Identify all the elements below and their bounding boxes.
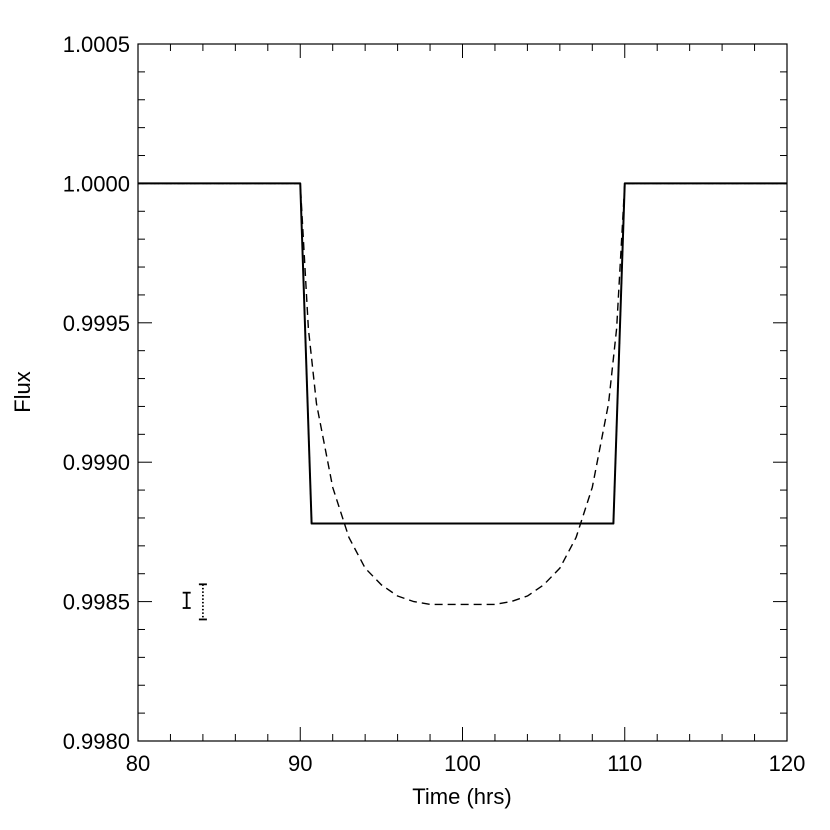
data-series: [138, 182, 787, 606]
error-bar-dotted: [198, 583, 207, 621]
axis-ticks: [137, 43, 788, 742]
x-tick-label: 90: [288, 751, 312, 776]
plot-frame: [137, 43, 788, 742]
error-bars: [182, 583, 207, 621]
y-axis-label: Flux: [10, 371, 35, 413]
series-line-dotted: [138, 182, 787, 525]
x-tick-label: 120: [769, 751, 806, 776]
y-tick-label: 1.0000: [63, 171, 130, 196]
x-tick-label: 110: [607, 751, 642, 776]
series-line-solid: [138, 182, 787, 525]
y-tick-label: 0.9985: [63, 590, 130, 615]
error-bar-solid: [182, 591, 191, 609]
x-axis-label: Time (hrs): [412, 784, 511, 809]
series-line-dashed: [138, 182, 787, 606]
x-tick-label: 100: [444, 751, 481, 776]
y-tick-label: 0.9995: [63, 311, 130, 336]
y-tick-label: 1.0005: [63, 32, 130, 57]
y-tick-label: 0.9990: [63, 450, 130, 475]
x-tick-label: 80: [126, 751, 150, 776]
y-tick-label: 0.9980: [63, 729, 130, 754]
tick-labels: 80 90 100 110 120 0.9980 0.9985 0.9990 0.9995 1.0…: [63, 32, 806, 776]
